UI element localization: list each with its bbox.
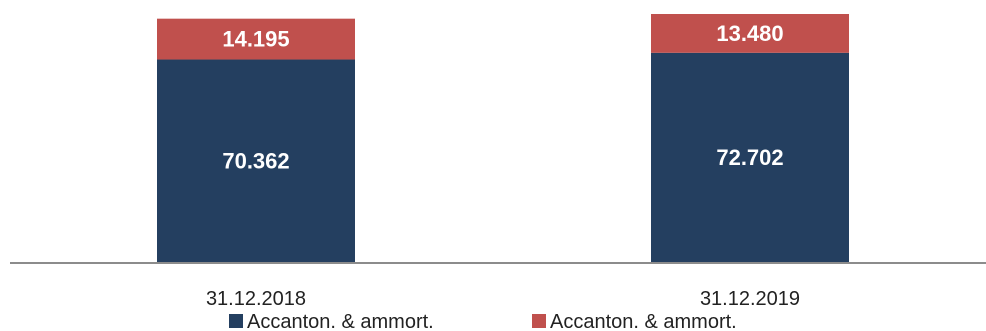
legend: Accanton. & ammort. Accanton. & ammort. bbox=[229, 311, 737, 331]
x-tick-label: 31.12.2019 bbox=[700, 288, 800, 310]
bar-segment-2-2 bbox=[651, 14, 849, 53]
x-tick-label: 31.12.2018 bbox=[206, 288, 306, 310]
data-label-1-1: 70.362 bbox=[222, 148, 289, 173]
data-label-2-1: 14.195 bbox=[222, 27, 289, 52]
legend-label-2: Accanton. & ammort. bbox=[550, 311, 737, 331]
legend-swatch-2 bbox=[532, 314, 546, 328]
legend-swatch-1 bbox=[229, 314, 243, 328]
bar-segment-1-1 bbox=[157, 59, 355, 262]
data-label-2-2: 13.480 bbox=[716, 21, 783, 46]
bar-segment-1-2 bbox=[651, 52, 849, 262]
bar-segment-2-1 bbox=[157, 18, 355, 60]
data-label-1-2: 72.702 bbox=[716, 145, 783, 170]
legend-label-1: Accanton. & ammort. bbox=[247, 311, 434, 331]
x-tick-labels: 31.12.2018 31.12.2019 bbox=[206, 288, 800, 310]
bars-group: 70.362 14.195 72.702 13.480 bbox=[157, 14, 849, 262]
